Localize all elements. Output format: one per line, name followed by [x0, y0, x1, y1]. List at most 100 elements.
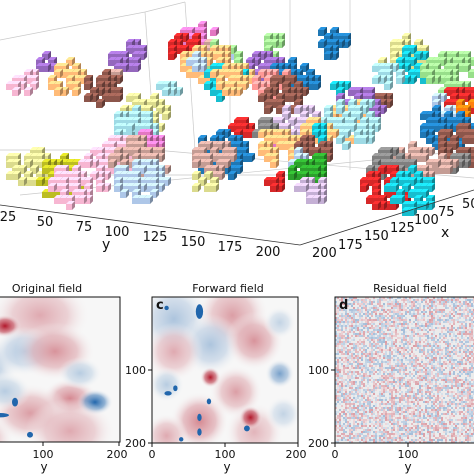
voxel-face [192, 66, 198, 72]
voxel-face [114, 96, 120, 102]
voxel-face [282, 144, 288, 150]
voxel-face [252, 84, 258, 90]
grain-cluster [36, 51, 57, 72]
voxel-side [90, 93, 93, 102]
voxel-face [372, 78, 378, 84]
voxel-face [396, 78, 402, 84]
voxel-face [186, 72, 192, 78]
voxel-face [336, 108, 342, 114]
voxel-face [420, 132, 426, 138]
voxel-face [264, 156, 270, 162]
grain-cluster [420, 51, 474, 96]
voxel-face [420, 78, 426, 84]
voxel-side [276, 39, 279, 48]
voxel-face [72, 90, 78, 96]
voxel-face [468, 72, 474, 78]
voxel-face [210, 90, 216, 96]
grain-cluster [318, 27, 351, 60]
voxel-face [318, 30, 324, 36]
voxel-side [402, 75, 405, 84]
voxel-face [108, 96, 114, 102]
voxel-face [54, 90, 60, 96]
voxel-side [390, 81, 393, 90]
voxel-side [174, 87, 177, 96]
voxel-face [246, 132, 252, 138]
voxel-face [216, 84, 222, 90]
voxel-side [432, 75, 435, 84]
voxel-side [144, 51, 147, 60]
voxel-top [468, 99, 474, 102]
voxel-top [468, 87, 474, 90]
voxel-face [468, 138, 474, 144]
voxel-face [132, 66, 138, 72]
voxel-face [84, 84, 90, 90]
voxel-side [408, 75, 411, 84]
voxel-face [6, 84, 12, 90]
voxel-top [468, 69, 474, 72]
voxel-face [264, 108, 270, 114]
voxel-face [342, 144, 348, 150]
voxel-side [390, 99, 393, 108]
voxel-face [420, 114, 426, 120]
voxel-grains [6, 21, 474, 216]
voxel-face [96, 102, 102, 108]
grain-cluster [6, 69, 39, 96]
grain-cluster [156, 81, 183, 96]
voxel-face [198, 78, 204, 84]
voxel-face [84, 96, 90, 102]
voxel-face [462, 66, 468, 72]
voxel-face [372, 66, 378, 72]
voxel-side [198, 63, 201, 72]
voxel-side [120, 93, 123, 102]
voxel-face [204, 72, 210, 78]
voxel-side [126, 63, 129, 72]
grain-cluster [258, 75, 309, 114]
voxel-face [258, 150, 264, 156]
voxel-face [258, 96, 264, 102]
grain-cluster [186, 51, 207, 72]
voxel-side [270, 105, 273, 114]
voxel-side [438, 75, 441, 84]
voxel-side [234, 87, 237, 96]
voxel-face [384, 84, 390, 90]
voxel-face [12, 90, 18, 96]
voxel-face [270, 162, 276, 168]
grain-cluster [210, 63, 255, 96]
voxel-face [180, 66, 186, 72]
voxel-face [168, 54, 174, 60]
voxel-face [156, 84, 162, 90]
voxel-side [414, 75, 417, 84]
voxel-side [36, 81, 39, 90]
voxel-face [186, 60, 192, 66]
voxel-face [126, 96, 132, 102]
voxel-side [216, 27, 219, 36]
voxel-face [204, 84, 210, 90]
voxel-side [18, 87, 21, 96]
voxel-side [240, 87, 243, 96]
voxel-side [378, 75, 381, 84]
voxel-face [258, 132, 264, 138]
voxel-face [348, 90, 354, 96]
voxel-side [60, 87, 63, 96]
voxel-face [426, 78, 432, 84]
voxel-face [426, 138, 432, 144]
voxel-face [48, 84, 54, 90]
voxel-side [228, 87, 231, 96]
voxel-side [342, 39, 345, 48]
voxel-face [420, 72, 426, 78]
voxel-face [324, 54, 330, 60]
voxel-side [336, 51, 339, 60]
voxel-side [102, 99, 105, 108]
voxel-face [216, 96, 222, 102]
voxel-side [444, 93, 447, 102]
voxel-face [354, 138, 360, 144]
voxel-side [372, 99, 375, 108]
voxel-side [66, 87, 69, 96]
voxel-face [108, 60, 114, 66]
voxel-side [330, 51, 333, 60]
voxel-side [246, 81, 249, 90]
voxel-face [162, 114, 168, 120]
grain-cluster [108, 39, 147, 72]
voxel-face [210, 30, 216, 36]
